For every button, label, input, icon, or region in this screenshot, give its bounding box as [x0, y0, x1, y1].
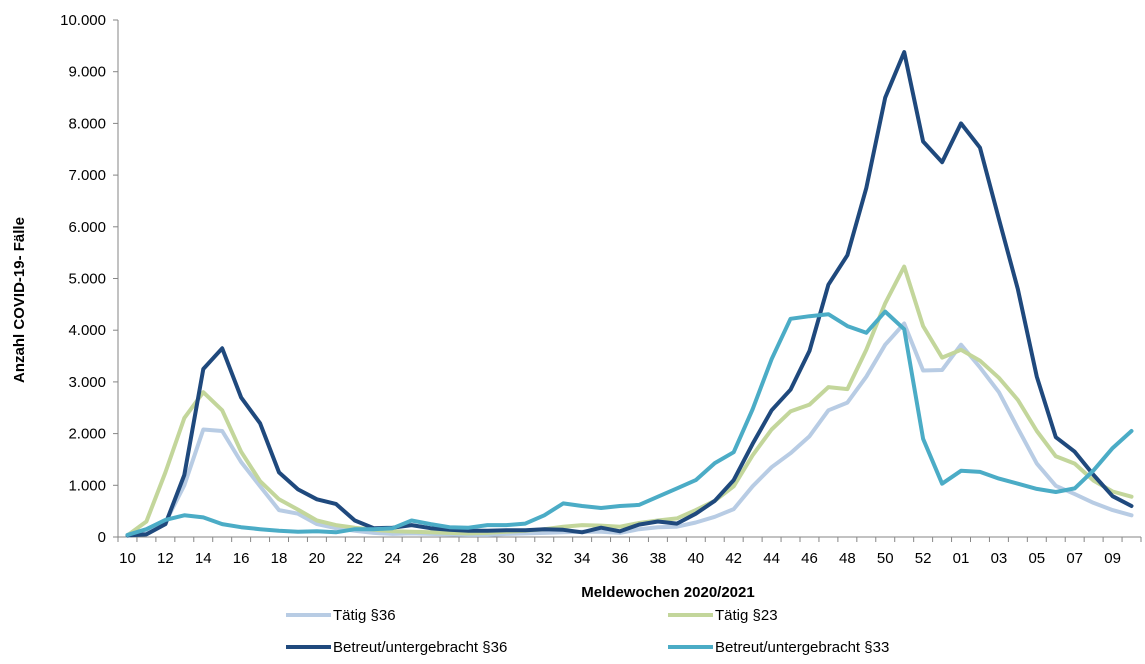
x-tick-label: 05 [1028, 550, 1045, 567]
x-tick-label: 30 [498, 550, 515, 567]
y-tick-label: 9.000 [68, 64, 106, 81]
y-tick-label: 10.000 [60, 12, 106, 29]
x-tick-label: 40 [687, 550, 704, 567]
x-tick-label: 46 [801, 550, 818, 567]
series-line-1 [125, 321, 1134, 538]
x-tick-label: 26 [422, 550, 439, 567]
axes [117, 20, 1141, 538]
x-tick-label: 50 [877, 550, 894, 567]
legend-label-4: Betreut/untergebracht §33 [715, 639, 889, 656]
legend-label-2: Tätig §23 [715, 607, 778, 624]
y-tick-label: 4.000 [68, 322, 106, 339]
series-line-4 [125, 309, 1134, 537]
legend-label-1: Tätig §36 [333, 607, 396, 624]
x-axis-title: Meldewochen 2020/2021 [581, 584, 754, 601]
x-tick-label: 09 [1104, 550, 1121, 567]
y-tick-label: 7.000 [68, 167, 106, 184]
x-tick-label: 20 [309, 550, 326, 567]
y-tick-label: 5.000 [68, 271, 106, 288]
x-tick-label: 42 [725, 550, 742, 567]
y-tick-label: 6.000 [68, 219, 106, 236]
x-tick-label: 01 [953, 550, 970, 567]
y-tick-label: 8.000 [68, 115, 106, 132]
x-tick-label: 03 [991, 550, 1008, 567]
x-tick-label: 32 [536, 550, 553, 567]
x-axis-ticks: 10 12 14 16 18 20 22 24 26 28 30 32 34 36 38 40 42 44 46 48… [117, 537, 1142, 567]
x-tick-label: 16 [233, 550, 250, 567]
y-axis-ticks: 0 1.000 2.000 3.000 4.000 5.000 6.000 7.000 8.00… [60, 12, 118, 546]
x-tick-label: 52 [915, 550, 932, 567]
x-tick-label: 22 [346, 550, 363, 567]
x-tick-label: 34 [574, 550, 591, 567]
series-line-2 [125, 264, 1134, 538]
x-tick-label: 44 [763, 550, 780, 567]
x-tick-label: 12 [157, 550, 174, 567]
series-lines [125, 50, 1134, 538]
x-tick-label: 18 [271, 550, 288, 567]
y-tick-label: 2.000 [68, 426, 106, 443]
x-tick-label: 07 [1066, 550, 1083, 567]
x-tick-label: 28 [460, 550, 477, 567]
y-tick-label: 1.000 [68, 477, 106, 494]
x-tick-label: 10 [119, 550, 136, 567]
x-tick-label: 36 [612, 550, 629, 567]
y-tick-label: 3.000 [68, 374, 106, 391]
x-tick-label: 24 [384, 550, 401, 567]
x-tick-label: 14 [195, 550, 212, 567]
y-axis-title: Anzahl COVID-19- Fälle [11, 217, 28, 383]
y-tick-label: 0 [98, 529, 106, 546]
legend-label-3: Betreut/untergebracht §36 [333, 639, 507, 656]
x-tick-label: 48 [839, 550, 856, 567]
series-line-3 [125, 50, 1134, 538]
x-tick-label: 38 [650, 550, 667, 567]
legend: Tätig §36 Tätig §23 Betreut/untergebracht … [286, 607, 889, 656]
